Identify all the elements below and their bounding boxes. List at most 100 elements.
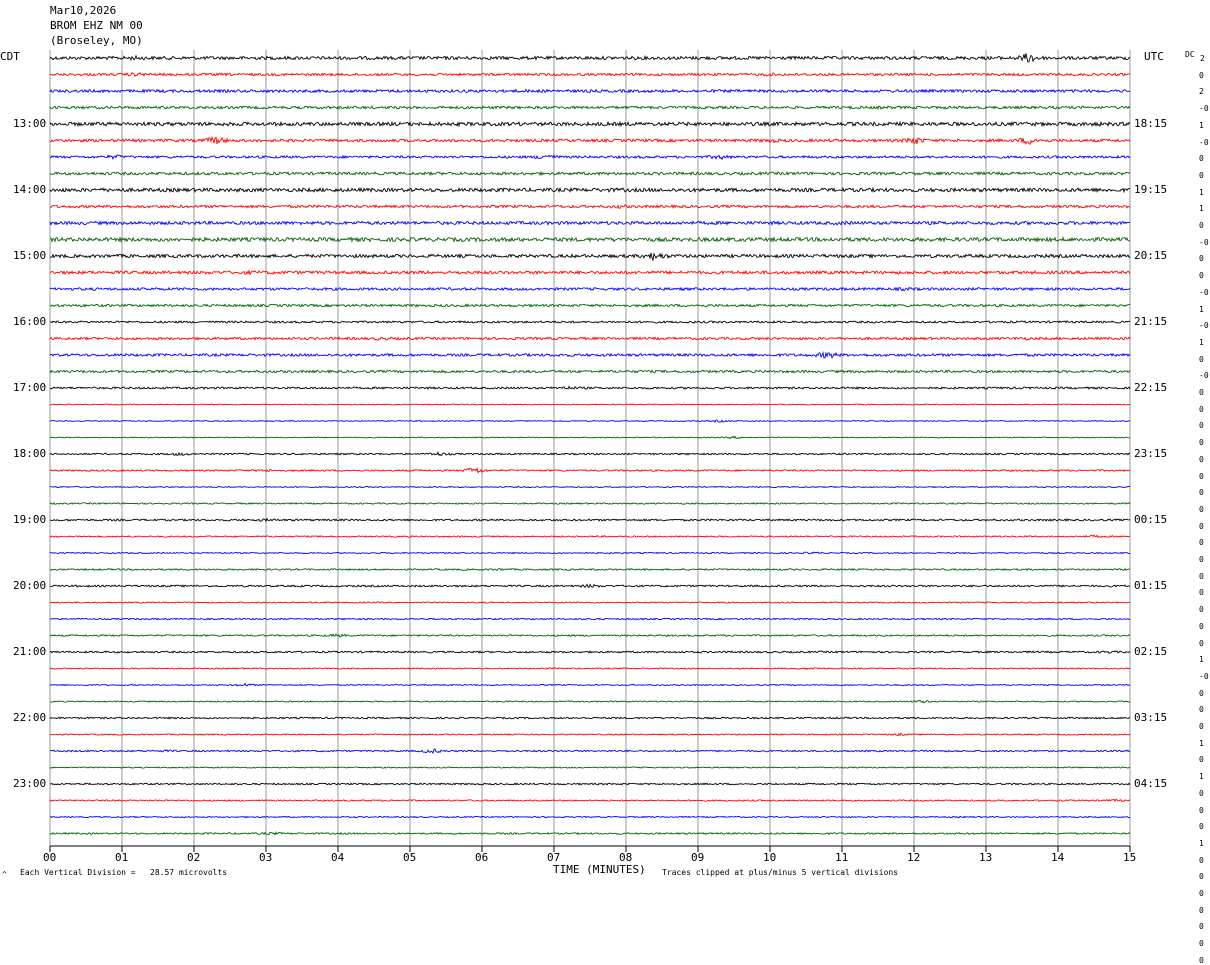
trace-line (49, 567, 1131, 572)
hour-label-left: 21:00 (13, 645, 47, 658)
trace-line (49, 120, 1131, 128)
corner-mark: ^ (2, 870, 7, 879)
x-tick-label: 05 (403, 851, 417, 864)
seismic-traces (49, 53, 1131, 836)
trace-line (49, 485, 1131, 489)
dc-offset-value: -0 (1199, 104, 1209, 114)
x-tick-label: 08 (619, 851, 633, 864)
x-tick-label: 14 (1051, 851, 1065, 864)
dc-offset-value: 0 (1199, 170, 1204, 180)
trace-line (49, 699, 1131, 704)
trace-line (49, 170, 1131, 177)
x-tick-label: 07 (547, 851, 561, 864)
dc-offset-value: 0 (1199, 354, 1204, 364)
hour-label-left: 13:00 (13, 117, 47, 130)
dc-offset-value: -0 (1199, 321, 1209, 331)
dc-offset-value: 0 (1199, 471, 1204, 481)
hour-label-right: 19:15 (1134, 183, 1168, 196)
x-tick-label: 04 (331, 851, 345, 864)
trace-line (49, 88, 1131, 94)
hour-label-left: 20:00 (13, 579, 47, 592)
hour-label-right: 04:15 (1134, 777, 1168, 790)
dc-offset-value: 1 (1199, 120, 1204, 130)
hour-label-left: 23:00 (13, 777, 47, 790)
dc-offset-value: 0 (1199, 154, 1204, 164)
dc-offset-value: 0 (1199, 70, 1204, 80)
dc-offset-value: -0 (1199, 371, 1209, 381)
x-axis-ticks (49, 845, 1131, 852)
x-tick-label: 02 (187, 851, 201, 864)
trace-line (49, 435, 1131, 440)
dc-offset-value: 2 (1199, 87, 1204, 97)
trace-line (49, 667, 1131, 670)
dc-offset-value: 0 (1199, 454, 1204, 464)
x-tick-label: 01 (115, 851, 129, 864)
hour-label-right: 03:15 (1134, 711, 1168, 724)
dc-offset-value: 1 (1199, 738, 1204, 748)
dc-offset-value: 2 (1200, 54, 1205, 63)
trace-line (49, 766, 1131, 769)
dc-offset-value: 0 (1199, 788, 1204, 798)
hour-label-left: 19:00 (13, 513, 47, 526)
trace-line (49, 336, 1131, 341)
dc-offset-value: 0 (1199, 421, 1204, 431)
trace-line (49, 105, 1131, 110)
hour-label-left: 18:00 (13, 447, 47, 460)
dc-offset-value: 0 (1199, 805, 1204, 815)
location-label: (Broseley, MO) (50, 34, 143, 47)
trace-line (49, 633, 1131, 638)
trace-line (49, 385, 1131, 390)
trace-line (49, 466, 1131, 474)
date-label: Mar10,2026 (50, 4, 117, 17)
x-tick-label: 10 (763, 851, 777, 864)
hour-label-right: 21:15 (1134, 315, 1168, 328)
hour-label-right: 00:15 (1134, 513, 1168, 526)
trace-line (49, 716, 1131, 720)
grid-lines (49, 50, 1131, 846)
dc-offset-value: 0 (1199, 588, 1204, 598)
clip-note: Traces clipped at plus/minus 5 vertical … (662, 868, 899, 877)
trace-line (49, 204, 1131, 210)
trace-line (49, 419, 1131, 423)
trace-line (49, 798, 1131, 803)
station-label: BROM EHZ NM 00 (50, 19, 143, 32)
dc-offset-value: 0 (1199, 922, 1204, 932)
dc-offset-value: 0 (1199, 688, 1204, 698)
trace-line (49, 269, 1131, 276)
dc-offset-value: 0 (1199, 638, 1204, 648)
trace-line (49, 551, 1131, 555)
x-tick-label: 06 (475, 851, 489, 864)
trace-line (49, 517, 1131, 523)
dc-offset-value: 0 (1199, 488, 1204, 498)
trace-line (49, 252, 1131, 262)
hour-label-left: 16:00 (13, 315, 47, 328)
hour-label-left: 14:00 (13, 183, 47, 196)
x-tick-label: 03 (259, 851, 273, 864)
trace-line (49, 502, 1131, 505)
trace-line (49, 583, 1131, 589)
dc-offset-value: 0 (1199, 555, 1204, 564)
dc-offset-value: 1 (1199, 655, 1204, 665)
hour-label-right: 18:15 (1134, 117, 1168, 130)
trace-line (49, 220, 1131, 226)
dc-offset-value: 1 (1199, 838, 1204, 848)
hour-label-right: 01:15 (1134, 579, 1168, 592)
dc-offset-value: 0 (1199, 438, 1204, 448)
dc-offset-value: 1 (1199, 772, 1204, 782)
dc-offset-value: 0 (1199, 889, 1204, 898)
trace-line (49, 320, 1131, 324)
dc-offset-value: -0 (1199, 287, 1209, 297)
hour-label-right: 02:15 (1134, 645, 1168, 658)
dc-offset-value: 0 (1199, 605, 1204, 615)
dc-offset-value: 1 (1199, 337, 1204, 347)
hour-label-left: 15:00 (13, 249, 47, 262)
dc-offset-value: 0 (1199, 504, 1204, 514)
dc-offset-value: 1 (1199, 187, 1204, 197)
trace-line (49, 53, 1131, 63)
dc-offset-value: 1 (1199, 204, 1204, 214)
trace-line (49, 831, 1131, 836)
trace-line (49, 403, 1131, 406)
trace-line (49, 350, 1131, 359)
trace-line (49, 451, 1131, 457)
dc-offset-value: 0 (1199, 254, 1204, 264)
